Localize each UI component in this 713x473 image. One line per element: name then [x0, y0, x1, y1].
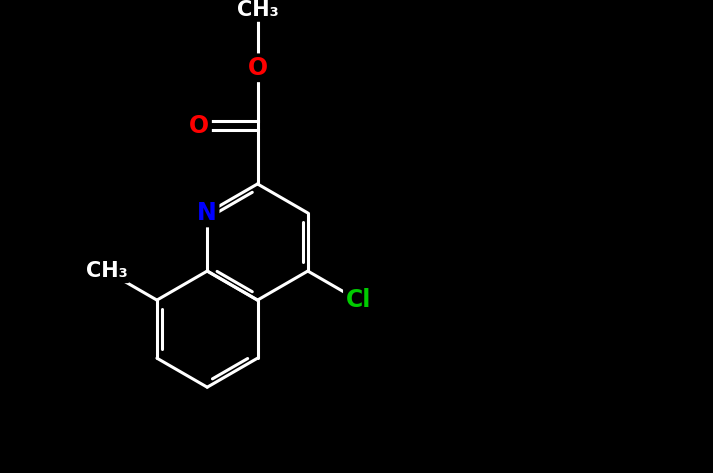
- Text: Cl: Cl: [345, 288, 371, 312]
- Text: N: N: [198, 201, 217, 225]
- Text: O: O: [190, 114, 210, 138]
- Text: O: O: [247, 56, 267, 80]
- Text: CH₃: CH₃: [86, 261, 128, 281]
- Text: CH₃: CH₃: [237, 0, 278, 20]
